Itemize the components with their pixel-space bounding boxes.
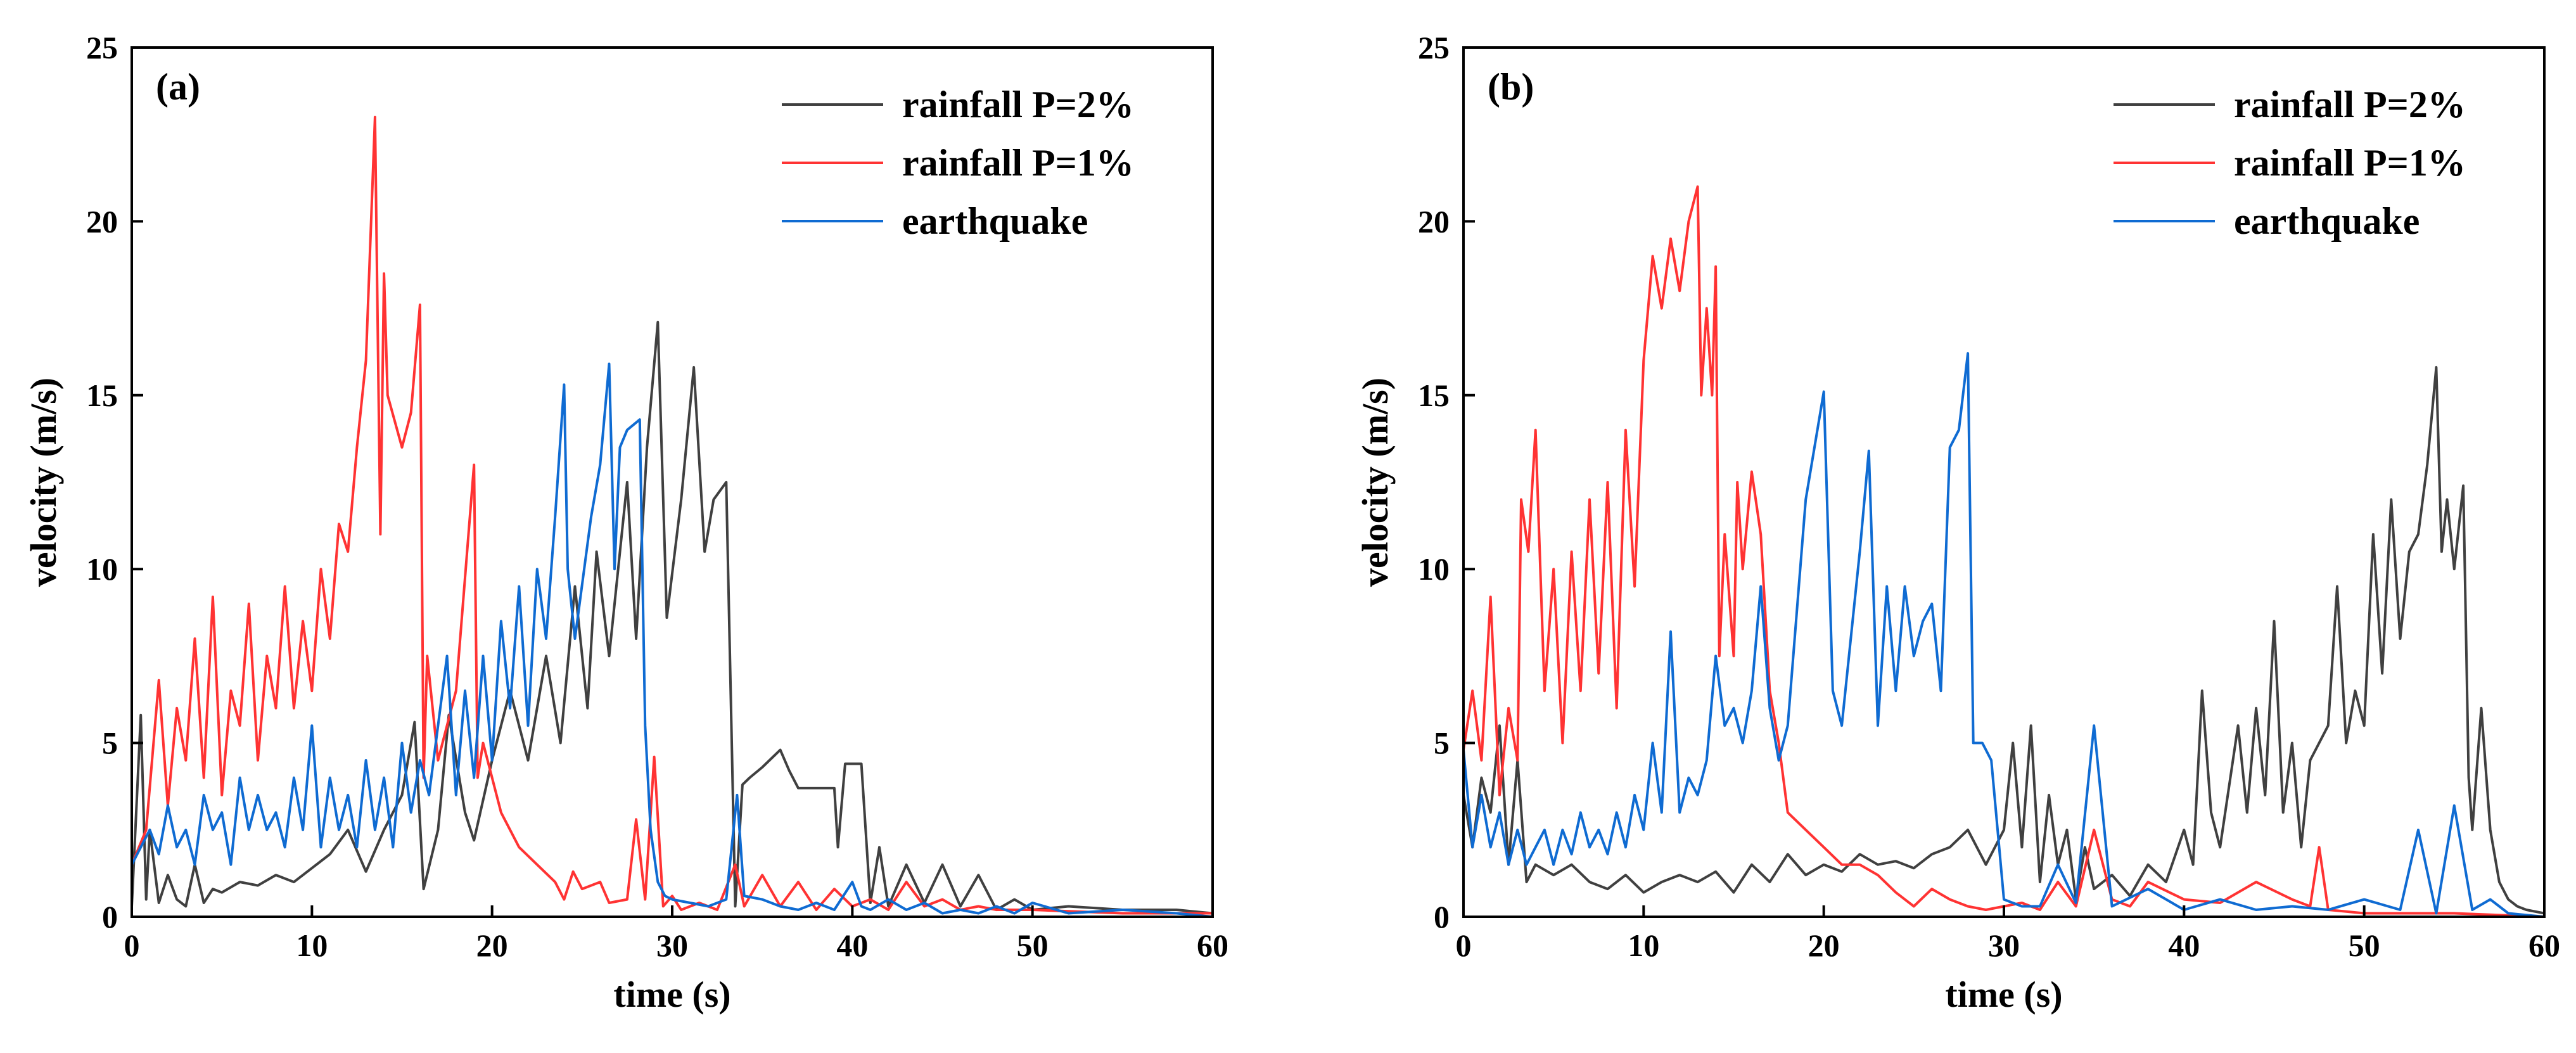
y-tick-label: 15 bbox=[1418, 378, 1450, 413]
panel-label: (a) bbox=[156, 66, 200, 108]
y-tick-label: 5 bbox=[1434, 725, 1450, 761]
x-tick-label: 30 bbox=[656, 928, 688, 963]
x-tick-label: 0 bbox=[124, 928, 140, 963]
y-tick-label: 10 bbox=[1418, 551, 1450, 587]
x-tick-label: 30 bbox=[1988, 928, 2020, 963]
legend-label-rainfall-p-1: rainfall P=1% bbox=[902, 142, 1134, 184]
x-tick-label: 0 bbox=[1456, 928, 1472, 963]
x-axis-title: time (s) bbox=[1945, 974, 2062, 1015]
series-group bbox=[132, 115, 1213, 917]
x-tick-label: 10 bbox=[296, 928, 328, 963]
series-line-rainfall-p-1 bbox=[1463, 185, 2544, 917]
x-tick-label: 40 bbox=[2168, 928, 2200, 963]
x-tick-label: 10 bbox=[1628, 928, 1659, 963]
legend-label-earthquake: earthquake bbox=[902, 200, 1088, 242]
y-tick-label: 0 bbox=[1434, 899, 1450, 935]
y-tick-label: 15 bbox=[86, 378, 118, 413]
series-line-rainfall-p-2 bbox=[1463, 366, 2544, 915]
x-axis-title: time (s) bbox=[613, 974, 730, 1015]
legend-label-rainfall-p-2: rainfall P=2% bbox=[2234, 84, 2466, 125]
y-axis-title: velocity (m/s) bbox=[23, 378, 64, 587]
legend-label-rainfall-p-1: rainfall P=1% bbox=[2234, 142, 2466, 184]
y-axis-title: velocity (m/s) bbox=[1355, 378, 1396, 587]
y-tick-label: 5 bbox=[102, 725, 118, 761]
x-tick-label: 20 bbox=[476, 928, 508, 963]
legend: rainfall P=2% rainfall P=1% earthquake bbox=[782, 84, 1134, 242]
y-tick-label: 25 bbox=[1418, 30, 1450, 65]
x-tick-label: 50 bbox=[1017, 928, 1049, 963]
panel-label: (b) bbox=[1488, 66, 1534, 108]
chart-panel-a: 0 10 20 30 40 50 60 0 5 10 15 20 25 time (s) velocity … bbox=[23, 30, 1228, 1015]
y-tick-label: 0 bbox=[102, 899, 118, 935]
series-line-rainfall-p-2 bbox=[132, 321, 1213, 915]
x-tick-label: 40 bbox=[836, 928, 868, 963]
chart-panel-b: 0 10 20 30 40 50 60 0 5 10 15 20 25 time (s) velocity … bbox=[1355, 30, 2560, 1015]
legend-label-earthquake: earthquake bbox=[2234, 200, 2420, 242]
series-line-rainfall-p-1 bbox=[132, 115, 1213, 915]
legend: rainfall P=2% rainfall P=1% earthquake bbox=[2114, 84, 2466, 242]
x-tick-label: 60 bbox=[1197, 928, 1228, 963]
legend-label-rainfall-p-2: rainfall P=2% bbox=[902, 84, 1134, 125]
y-tick-label: 25 bbox=[86, 30, 118, 65]
x-tick-label: 50 bbox=[2349, 928, 2380, 963]
x-tick-label: 60 bbox=[2528, 928, 2560, 963]
y-tick-label: 20 bbox=[1418, 203, 1450, 239]
y-tick-label: 20 bbox=[86, 203, 118, 239]
series-group bbox=[1463, 185, 2544, 917]
x-tick-label: 20 bbox=[1808, 928, 1840, 963]
y-tick-label: 10 bbox=[86, 551, 118, 587]
series-line-earthquake bbox=[132, 362, 1213, 917]
